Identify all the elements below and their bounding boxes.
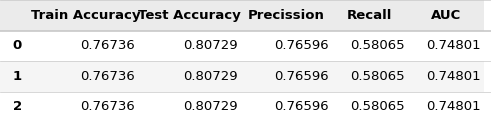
FancyBboxPatch shape <box>331 92 408 122</box>
FancyBboxPatch shape <box>34 61 137 92</box>
FancyBboxPatch shape <box>331 0 408 30</box>
FancyBboxPatch shape <box>408 61 484 92</box>
Text: 0: 0 <box>13 39 22 52</box>
Text: 0.80729: 0.80729 <box>184 70 238 83</box>
FancyBboxPatch shape <box>0 0 34 30</box>
FancyBboxPatch shape <box>241 30 331 61</box>
FancyBboxPatch shape <box>331 30 408 61</box>
FancyBboxPatch shape <box>0 30 34 61</box>
FancyBboxPatch shape <box>408 30 484 61</box>
FancyBboxPatch shape <box>331 61 408 92</box>
Text: 0.76736: 0.76736 <box>80 100 135 113</box>
FancyBboxPatch shape <box>137 61 241 92</box>
FancyBboxPatch shape <box>137 92 241 122</box>
Text: 0.76736: 0.76736 <box>80 70 135 83</box>
FancyBboxPatch shape <box>0 92 34 122</box>
Text: 0.74801: 0.74801 <box>427 39 481 52</box>
Text: 0.74801: 0.74801 <box>427 70 481 83</box>
FancyBboxPatch shape <box>137 30 241 61</box>
FancyBboxPatch shape <box>0 61 34 92</box>
Text: 0.58065: 0.58065 <box>351 39 405 52</box>
Text: 0.76596: 0.76596 <box>274 100 329 113</box>
FancyBboxPatch shape <box>137 0 241 30</box>
FancyBboxPatch shape <box>34 30 137 61</box>
FancyBboxPatch shape <box>34 0 137 30</box>
Text: Precission: Precission <box>247 9 325 22</box>
Text: 0.58065: 0.58065 <box>351 100 405 113</box>
FancyBboxPatch shape <box>241 61 331 92</box>
Text: 0.80729: 0.80729 <box>184 39 238 52</box>
Text: 2: 2 <box>13 100 22 113</box>
FancyBboxPatch shape <box>241 92 331 122</box>
Text: AUC: AUC <box>431 9 461 22</box>
FancyBboxPatch shape <box>408 92 484 122</box>
Text: 0.74801: 0.74801 <box>427 100 481 113</box>
FancyBboxPatch shape <box>34 92 137 122</box>
Text: Train Accuracy: Train Accuracy <box>31 9 141 22</box>
Text: 0.58065: 0.58065 <box>351 70 405 83</box>
Text: 1: 1 <box>13 70 22 83</box>
Text: 0.76596: 0.76596 <box>274 39 329 52</box>
Text: 0.76736: 0.76736 <box>80 39 135 52</box>
Text: Test Accuracy: Test Accuracy <box>137 9 241 22</box>
Text: 0.80729: 0.80729 <box>184 100 238 113</box>
FancyBboxPatch shape <box>241 0 331 30</box>
Text: 0.76596: 0.76596 <box>274 70 329 83</box>
Text: Recall: Recall <box>347 9 392 22</box>
FancyBboxPatch shape <box>408 0 484 30</box>
